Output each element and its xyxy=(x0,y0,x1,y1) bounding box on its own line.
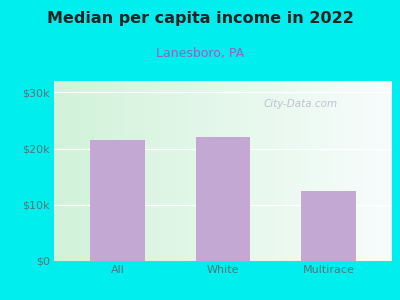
Text: City-Data.com: City-Data.com xyxy=(264,99,338,109)
Text: Median per capita income in 2022: Median per capita income in 2022 xyxy=(46,11,354,26)
Text: Lanesboro, PA: Lanesboro, PA xyxy=(156,46,244,59)
Bar xyxy=(301,191,356,261)
Bar xyxy=(196,137,250,261)
Bar xyxy=(90,140,145,261)
